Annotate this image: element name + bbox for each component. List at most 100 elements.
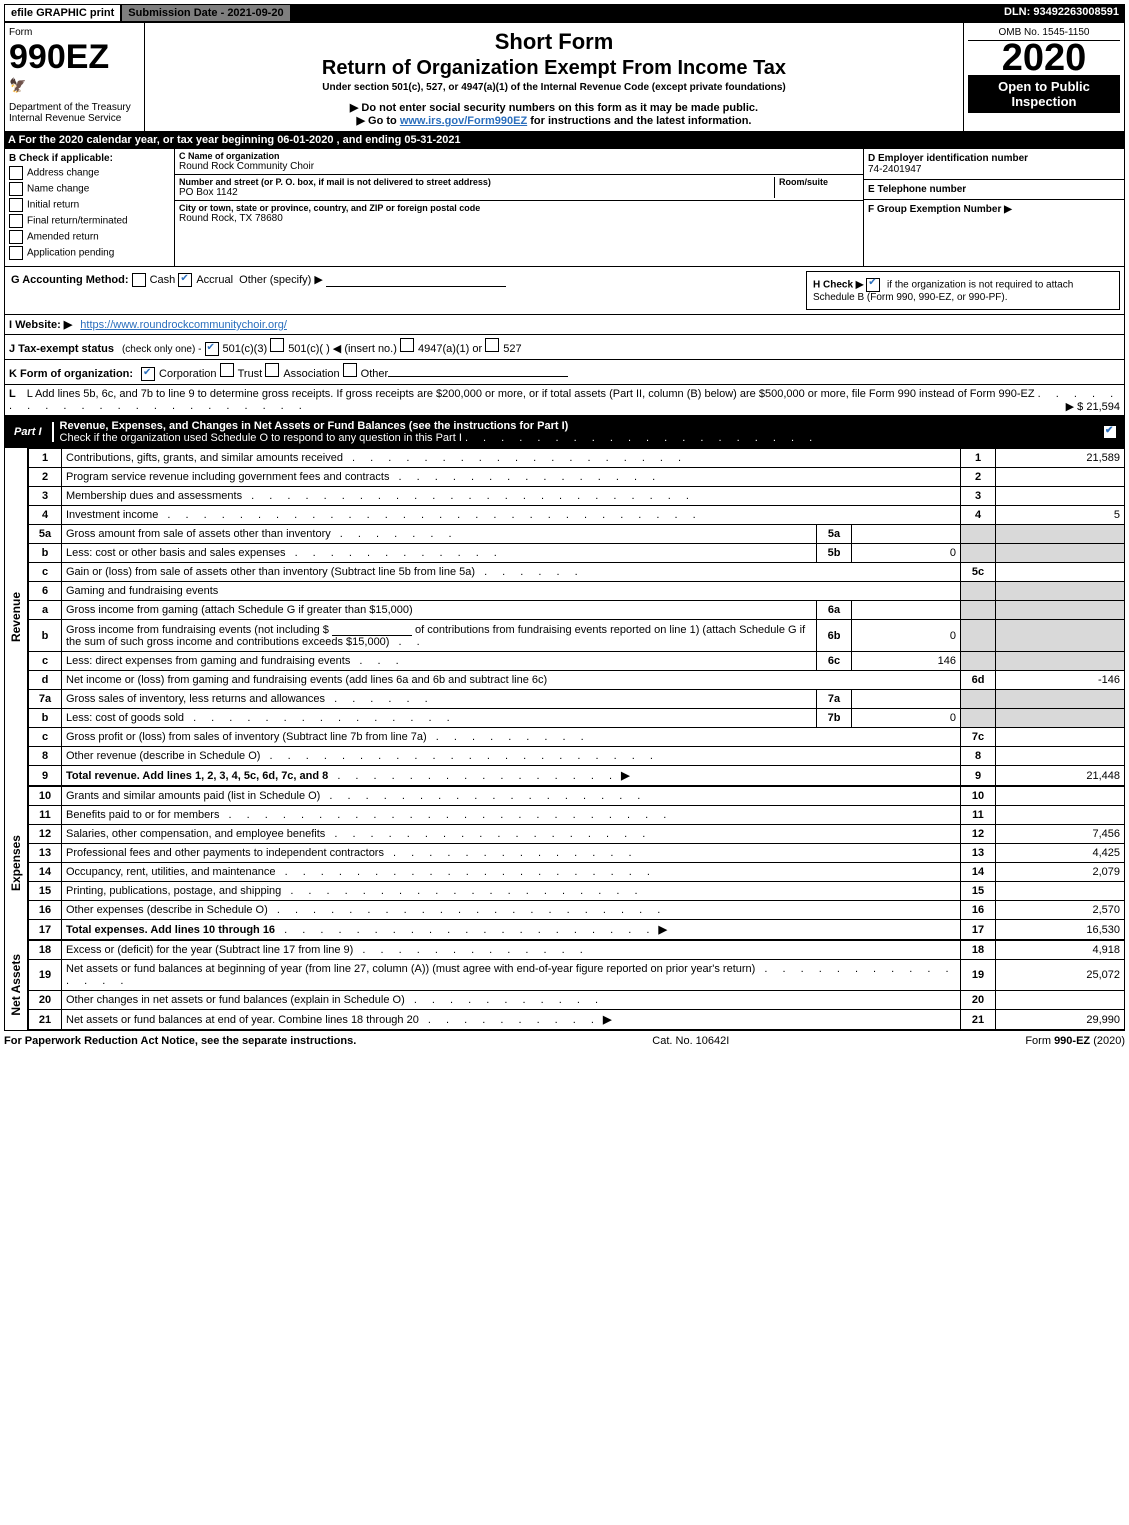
line-6b: bGross income from fundraising events (n…	[29, 620, 1125, 652]
g-cash-check[interactable]	[132, 273, 146, 287]
g-cash: Cash	[150, 274, 176, 286]
expenses-table: 10Grants and similar amounts paid (list …	[28, 786, 1125, 940]
irs-label: Internal Revenue Service	[9, 113, 140, 124]
expenses-area: Expenses 10Grants and similar amounts pa…	[4, 786, 1125, 940]
line-18: 18Excess or (deficit) for the year (Subt…	[29, 941, 1125, 960]
k-corp-check[interactable]	[141, 367, 155, 381]
d-block: D Employer identification number 74-2401…	[864, 149, 1124, 180]
j-527-check[interactable]	[485, 338, 499, 352]
line-4: 4Investment income . . . . . . . . . . .…	[29, 506, 1125, 525]
j-row: J Tax-exempt status (check only one) - 5…	[4, 335, 1125, 360]
check-amended[interactable]: Amended return	[9, 230, 170, 244]
k-trust-check[interactable]	[220, 363, 234, 377]
f-label: F Group Exemption Number ▶	[868, 204, 1120, 215]
revenue-table: 1Contributions, gifts, grants, and simil…	[28, 448, 1125, 786]
k-other-line[interactable]	[388, 364, 568, 377]
footer-right: Form 990-EZ (2020)	[1025, 1035, 1125, 1047]
j-527: 527	[503, 343, 521, 355]
check-initial-text: Initial return	[27, 200, 79, 211]
j-4947-check[interactable]	[400, 338, 414, 352]
room-label: Room/suite	[779, 177, 859, 187]
check-amended-text: Amended return	[27, 232, 99, 243]
l-row: L L Add lines 5b, 6c, and 7b to line 9 t…	[4, 385, 1125, 416]
line-3: 3Membership dues and assessments . . . .…	[29, 487, 1125, 506]
footer-right-form: 990-EZ	[1054, 1035, 1090, 1047]
band-a: A For the 2020 calendar year, or tax yea…	[4, 132, 1125, 148]
title-cell: Short Form Return of Organization Exempt…	[145, 23, 964, 131]
meta-grid: B Check if applicable: Address change Na…	[4, 148, 1125, 267]
netassets-table: 18Excess or (deficit) for the year (Subt…	[28, 940, 1125, 1030]
name-column: C Name of organization Round Rock Commun…	[175, 149, 864, 266]
k-other-check[interactable]	[343, 363, 357, 377]
line-13: 13Professional fees and other payments t…	[29, 844, 1125, 863]
g-accrual-check[interactable]	[178, 273, 192, 287]
form-header: Form 990EZ 🦅 Department of the Treasury …	[4, 22, 1125, 132]
j-501c-check[interactable]	[270, 338, 284, 352]
footer-right-post: (2020)	[1090, 1035, 1125, 1047]
line-5c: cGain or (loss) from sale of assets othe…	[29, 563, 1125, 582]
footer-left: For Paperwork Reduction Act Notice, see …	[4, 1035, 356, 1047]
check-column: B Check if applicable: Address change Na…	[5, 149, 175, 266]
short-form-title: Short Form	[149, 29, 959, 55]
check-final-text: Final return/terminated	[27, 216, 128, 227]
efile-print-label[interactable]: efile GRAPHIC print	[4, 4, 121, 22]
line-16: 16Other expenses (describe in Schedule O…	[29, 901, 1125, 920]
line-1: 1Contributions, gifts, grants, and simil…	[29, 449, 1125, 468]
check-final[interactable]: Final return/terminated	[9, 214, 170, 228]
check-app-text: Application pending	[27, 248, 114, 259]
j-4947: 4947(a)(1) or	[418, 343, 482, 355]
line-6d: dNet income or (loss) from gaming and fu…	[29, 671, 1125, 690]
top-bar: efile GRAPHIC print Submission Date - 20…	[4, 4, 1125, 22]
line-14: 14Occupancy, rent, utilities, and mainte…	[29, 863, 1125, 882]
org-name: Round Rock Community Choir	[179, 161, 859, 172]
check-app[interactable]: Application pending	[9, 246, 170, 260]
g-block: G Accounting Method: Cash Accrual Other …	[5, 267, 802, 314]
i-label: I Website: ▶	[9, 318, 72, 331]
topbar-spacer	[291, 4, 998, 22]
k-other: Other	[361, 368, 389, 380]
part1-title-text: Revenue, Expenses, and Changes in Net As…	[60, 420, 569, 432]
j-label: J Tax-exempt status	[9, 343, 114, 355]
e-block: E Telephone number	[864, 180, 1124, 200]
check-name[interactable]: Name change	[9, 182, 170, 196]
line-7a: 7aGross sales of inventory, less returns…	[29, 690, 1125, 709]
city-value: Round Rock, TX 78680	[179, 213, 859, 224]
h-label: H Check ▶	[813, 280, 866, 291]
check-initial[interactable]: Initial return	[9, 198, 170, 212]
line-12: 12Salaries, other compensation, and empl…	[29, 825, 1125, 844]
g-other-line[interactable]	[326, 274, 506, 287]
check-name-text: Name change	[27, 184, 89, 195]
form-word: Form	[9, 27, 140, 38]
d-label: D Employer identification number	[868, 153, 1120, 164]
expenses-side-label: Expenses	[9, 835, 23, 891]
line-19: 19Net assets or fund balances at beginni…	[29, 960, 1125, 991]
goto-post: for instructions and the latest informat…	[527, 115, 751, 127]
goto-note: ▶ Go to www.irs.gov/Form990EZ for instru…	[149, 114, 959, 127]
netassets-area: Net Assets 18Excess or (deficit) for the…	[4, 940, 1125, 1030]
f-block: F Group Exemption Number ▶	[864, 200, 1124, 219]
e-label: E Telephone number	[868, 184, 1120, 195]
under-section: Under section 501(c), 527, or 4947(a)(1)…	[149, 82, 959, 93]
open-to-public: Open to Public Inspection	[968, 75, 1120, 113]
goto-link[interactable]: www.irs.gov/Form990EZ	[400, 115, 527, 127]
goto-pre: ▶ Go to	[357, 115, 400, 127]
revenue-area: Revenue 1Contributions, gifts, grants, a…	[4, 448, 1125, 786]
part1-endcheck	[1099, 421, 1125, 443]
submission-date-label: Submission Date - 2021-09-20	[121, 4, 290, 22]
schedule-o-check[interactable]	[1103, 425, 1117, 439]
g-accrual: Accrual	[196, 274, 233, 286]
k-assoc-check[interactable]	[265, 363, 279, 377]
website-link[interactable]: https://www.roundrockcommunitychoir.org/	[80, 319, 287, 331]
part1-title: Revenue, Expenses, and Changes in Net As…	[54, 416, 1099, 448]
h-check[interactable]	[866, 278, 880, 292]
check-address[interactable]: Address change	[9, 166, 170, 180]
revenue-side-label: Revenue	[9, 592, 23, 642]
netassets-side-label: Net Assets	[9, 954, 23, 1016]
form-id-cell: Form 990EZ 🦅 Department of the Treasury …	[5, 23, 145, 131]
j-501c3-check[interactable]	[205, 342, 219, 356]
h-block: H Check ▶ if the organization is not req…	[806, 271, 1120, 310]
line-6: 6Gaming and fundraising events	[29, 582, 1125, 601]
footer-right-pre: Form	[1025, 1035, 1054, 1047]
main-title: Return of Organization Exempt From Incom…	[149, 57, 959, 80]
j-501c3: 501(c)(3)	[223, 343, 268, 355]
